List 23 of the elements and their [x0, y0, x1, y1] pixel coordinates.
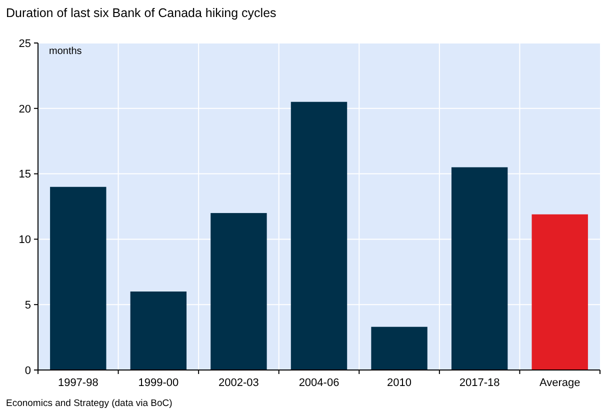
x-tick-label: 2017-18	[459, 377, 500, 389]
bar	[451, 167, 508, 370]
y-tick-label: 0	[24, 364, 31, 377]
y-tick-label: 5	[24, 299, 31, 312]
x-tick-label: 2010	[387, 377, 412, 389]
y-tick-label: 25	[18, 38, 31, 50]
y-tick-label: 20	[18, 103, 31, 116]
y-axis-title: months	[49, 46, 82, 57]
bar	[50, 186, 106, 370]
chart-title: Duration of last six Bank of Canada hiking cycles	[6, 6, 276, 20]
y-tick-label: 15	[18, 168, 31, 181]
x-tick-label: 1997-98	[58, 377, 98, 389]
bar	[532, 214, 588, 370]
x-tick-label: Average	[539, 377, 580, 389]
x-tick-label: 1999-00	[138, 377, 179, 389]
text: Economics and Strategy (data via BoC)	[6, 398, 172, 409]
bar	[290, 102, 348, 370]
x-tick-label: 2004-06	[298, 377, 340, 389]
x-tick-label: 2002-03	[218, 377, 259, 389]
y-tick-label: 10	[18, 234, 31, 246]
bar	[130, 292, 187, 370]
bar	[371, 326, 428, 370]
bar	[210, 213, 267, 370]
